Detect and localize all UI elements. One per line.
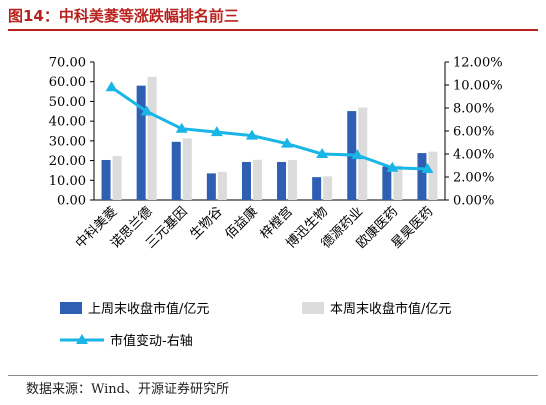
change-line-marker [316,148,329,158]
change-line-marker [245,129,258,140]
change-line-marker [421,162,434,173]
right-axis-tick-label: 10.00% [453,79,503,94]
left-axis-tick-label: 20.00 [49,154,86,169]
bar-last-week [312,177,322,200]
left-axis-tick-label: 60.00 [49,75,86,90]
category-label: 生物谷 [187,204,225,242]
bar-last-week [171,141,181,200]
left-axis-tick-label: 30.00 [49,134,86,149]
bar-this-week [323,176,333,200]
change-line-marker [210,126,223,137]
change-line-marker [140,105,153,116]
legend-swatch-last-week [60,302,82,314]
change-line-marker [351,149,364,160]
left-axis-tick-label: 50.00 [49,95,86,110]
right-axis-tick-label: 2.00% [453,171,494,186]
bar-this-week [252,159,262,200]
change-line-marker [175,122,188,133]
bar-last-week [136,85,146,200]
bar-last-week [101,159,111,200]
change-line-marker [386,161,399,172]
market-cap-chart: 0.00 10.00 20.00 30.00 40.00 50.00 60.00 70.00 0… [49,56,503,350]
source-note: 数据来源：Wind、开源证券研究所 [26,382,229,397]
legend-label-this-week: 本周末收盘市值/亿元 [330,301,451,317]
change-line-marker [281,137,294,148]
bar-this-week [358,107,368,200]
legend-swatch-marker [76,334,88,344]
right-axis-tick-label: 12.00% [453,56,503,71]
bar-this-week [147,76,157,200]
change-line-marker [105,81,118,92]
category-label: 佰益康 [222,204,261,243]
bar-this-week [428,151,438,200]
legend-swatch-this-week [302,302,324,314]
legend-label-line: 市值变动-右轴 [110,333,193,349]
source-rule [8,375,538,376]
left-axis-tick-label: 0.00 [57,194,86,209]
figure-title: 图14：中科美菱等涨跌幅排名前三 [8,7,239,25]
left-axis-tick-label: 40.00 [49,115,86,130]
right-axis-tick-label: 4.00% [453,148,494,163]
change-line [110,86,428,171]
left-axis-tick-label: 70.00 [49,56,86,71]
legend-label-last-week: 上周末收盘市值/亿元 [88,301,209,317]
right-axis-tick-label: 0.00% [453,194,494,209]
bar-this-week [112,156,122,200]
right-axis-tick-label: 6.00% [453,125,494,140]
bar-last-week [417,153,427,200]
bar-last-week [206,173,216,200]
title-rule [8,29,538,31]
left-axis-tick-label: 10.00 [49,174,86,189]
bar-last-week [277,161,287,200]
bar-last-week [241,161,251,200]
right-axis-tick-label: 8.00% [453,102,494,117]
bar-this-week [393,165,403,200]
bar-this-week [288,159,298,200]
bar-this-week [217,171,227,200]
bar-this-week [182,138,192,200]
bar-last-week [382,166,392,200]
